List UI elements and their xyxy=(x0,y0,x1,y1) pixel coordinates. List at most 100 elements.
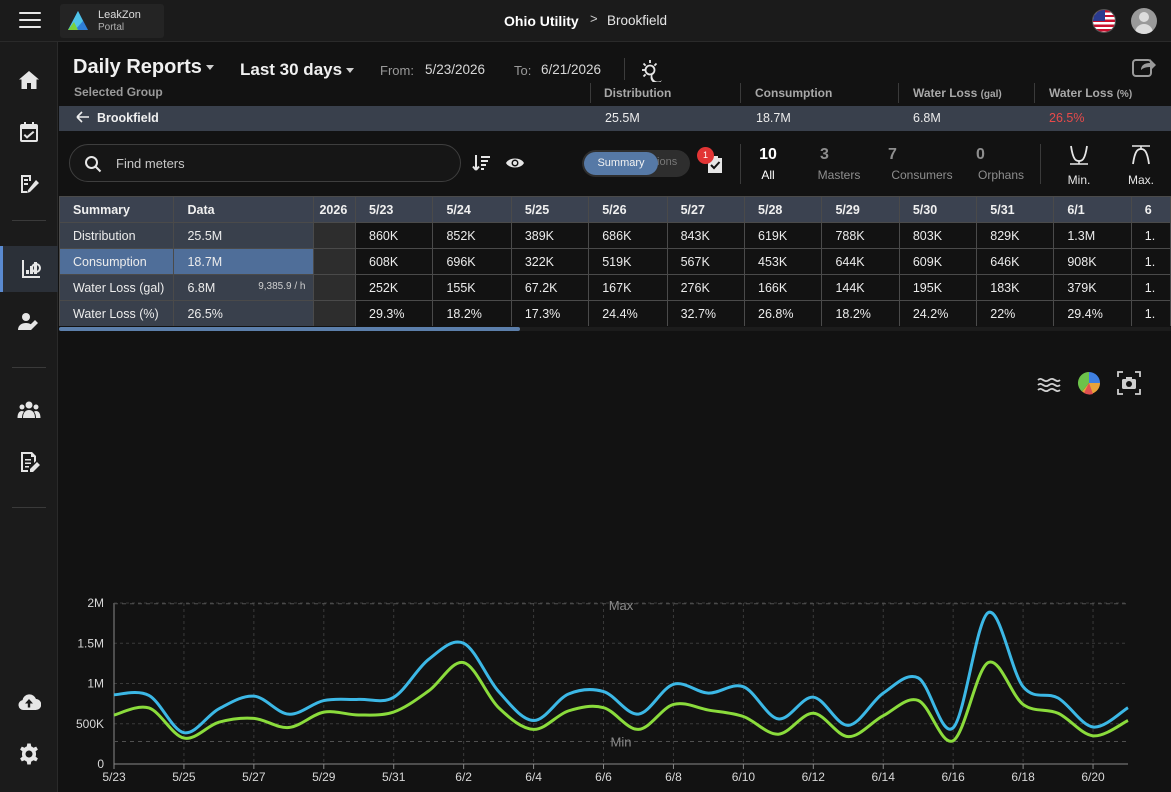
search-icon xyxy=(85,156,102,173)
table-cell: 686K xyxy=(588,222,668,249)
view-mode-toggle[interactable]: tions Summary xyxy=(582,150,690,177)
table-scrollbar-thumb[interactable] xyxy=(59,327,520,331)
user-avatar[interactable] xyxy=(1131,8,1157,34)
table-header-cell[interactable]: 5/25 xyxy=(510,196,590,223)
sidebar-item-user-edit[interactable] xyxy=(0,299,58,345)
row-label[interactable]: Distribution xyxy=(59,222,175,249)
eye-icon[interactable] xyxy=(505,155,525,171)
table-row[interactable]: Water Loss (gal) 6.8M 9,385.9 / h 252K 155K 6… xyxy=(59,274,1171,301)
sidebar-item-settings[interactable] xyxy=(0,731,58,777)
search-box[interactable] xyxy=(69,144,461,182)
count-consumers: 7 xyxy=(888,146,897,163)
table-cell: 608K xyxy=(355,248,434,275)
year-cell xyxy=(313,222,357,249)
year-cell xyxy=(313,274,357,301)
series-line-1 xyxy=(113,611,1129,735)
search-input[interactable] xyxy=(116,154,416,172)
table-header-cell[interactable]: 5/29 xyxy=(821,196,900,223)
us-flag-language-icon[interactable] xyxy=(1092,9,1116,33)
table-row[interactable]: Consumption 18.7M 608K 696K 322K 519K 567K 453K… xyxy=(59,248,1171,275)
sidebar-item-home[interactable] xyxy=(0,57,58,103)
filter-all[interactable]: 10 All xyxy=(754,146,782,182)
table-header-cell[interactable]: 5/23 xyxy=(355,196,434,223)
sidebar-item-groups[interactable] xyxy=(0,387,58,433)
max-label: Max. xyxy=(1127,173,1154,187)
share-export-icon[interactable] xyxy=(1131,56,1157,78)
sidebar-item-upload[interactable] xyxy=(0,679,58,725)
table-row[interactable]: Water Loss (%) 26.5% 29.3% 18.2% 17.3% 24.4% 3… xyxy=(59,300,1171,326)
table-cell: 144K xyxy=(821,274,900,301)
x-tick-label: 6/2 xyxy=(455,770,472,784)
table-cell: 195K xyxy=(898,274,978,301)
consumption-chart: 0 500K 1M 1.5M 2M 5/23 5/25 5/27 5/29 5/31 6/2 6/4 6… xyxy=(59,590,1171,792)
divider xyxy=(590,83,591,103)
table-cell: 166K xyxy=(744,274,823,301)
table-cell: 1. xyxy=(1130,222,1171,249)
max-button[interactable]: Max. xyxy=(1123,144,1159,187)
breadcrumb-separator: > xyxy=(590,11,598,26)
home-icon xyxy=(19,71,39,89)
x-tick-label: 5/29 xyxy=(312,770,336,784)
table-header-cell[interactable]: 5/30 xyxy=(898,196,978,223)
x-tick-label: 6/4 xyxy=(525,770,542,784)
table-cell: 567K xyxy=(666,248,746,275)
table-cell: 167K xyxy=(588,274,668,301)
cloud-upload-icon xyxy=(18,694,41,711)
x-tick-label: 6/6 xyxy=(595,770,612,784)
camera-icon[interactable] xyxy=(1116,370,1142,396)
sidebar xyxy=(0,42,58,792)
breadcrumb-group[interactable]: Brookfield xyxy=(607,13,668,28)
table-header-cell[interactable]: 5/31 xyxy=(976,196,1055,223)
divider xyxy=(1034,83,1035,103)
day-night-icon[interactable] xyxy=(640,58,664,82)
table-header-cell[interactable]: 6 xyxy=(1130,196,1171,223)
sidebar-item-meters[interactable] xyxy=(0,161,58,207)
app-logo[interactable]: LeakZon Portal xyxy=(60,4,164,38)
leakzon-logo-icon xyxy=(68,11,88,30)
table-scroll-track[interactable] xyxy=(59,327,1171,331)
row-label[interactable]: Water Loss (%) xyxy=(59,300,175,326)
filter-orphans[interactable]: 0 Orphans xyxy=(974,146,1028,182)
divider xyxy=(740,144,741,184)
table-cell: 379K xyxy=(1053,274,1132,301)
page-title[interactable]: Daily Reports xyxy=(73,56,214,79)
filter-masters[interactable]: 3 Masters xyxy=(812,146,866,182)
table-cell: 646K xyxy=(976,248,1055,275)
y-tick-label: 1.5M xyxy=(77,636,104,650)
table-header-cell[interactable]: 6/1 xyxy=(1053,196,1132,223)
to-date[interactable]: 6/21/2026 xyxy=(541,62,602,77)
min-button[interactable]: Min. xyxy=(1062,144,1096,187)
table-header-cell[interactable]: 5/27 xyxy=(666,196,746,223)
row-label[interactable]: Water Loss (gal) xyxy=(59,274,175,301)
table-header-cell[interactable]: 5/26 xyxy=(588,196,668,223)
consumption-header: Consumption xyxy=(755,86,833,100)
document-edit-icon xyxy=(21,452,40,472)
row-label[interactable]: Consumption xyxy=(59,248,175,275)
table-cell: 389K xyxy=(510,222,590,249)
sidebar-item-schedule[interactable] xyxy=(0,109,58,155)
sidebar-item-documents[interactable] xyxy=(0,439,58,485)
breadcrumb-utility[interactable]: Ohio Utility xyxy=(504,13,579,29)
min-label: Min. xyxy=(1067,173,1091,187)
table-header-cell[interactable]: 5/28 xyxy=(744,196,823,223)
table-cell: 619K xyxy=(744,222,823,249)
sidebar-item-reports[interactable] xyxy=(0,246,58,292)
table-cell: 843K xyxy=(666,222,746,249)
table-header-cell[interactable]: 5/24 xyxy=(432,196,512,223)
filter-consumers[interactable]: 7 Consumers xyxy=(886,146,958,182)
date-range-dropdown[interactable]: Last 30 days xyxy=(240,60,355,80)
hamburger-menu-icon[interactable] xyxy=(19,12,41,30)
y-tick-label: 500K xyxy=(76,717,104,731)
table-cell: 22% xyxy=(976,300,1055,326)
settings-gear-icon xyxy=(20,743,38,765)
group-consumption: 18.7M xyxy=(756,111,791,125)
count-orphans-label: Orphans xyxy=(977,168,1025,182)
selected-group-row[interactable]: Brookfield 25.5M 18.7M 6.8M 26.5% xyxy=(59,106,1171,131)
waves-icon[interactable] xyxy=(1036,370,1062,396)
sort-icon[interactable] xyxy=(471,153,491,173)
table-cell: 1.3M xyxy=(1053,222,1132,249)
back-arrow-icon[interactable] xyxy=(76,110,90,124)
table-row[interactable]: Distribution 25.5M 860K 852K 389K 686K 843K 619… xyxy=(59,222,1171,249)
pie-chart-icon[interactable] xyxy=(1076,370,1102,396)
from-date[interactable]: 5/23/2026 xyxy=(425,62,486,77)
